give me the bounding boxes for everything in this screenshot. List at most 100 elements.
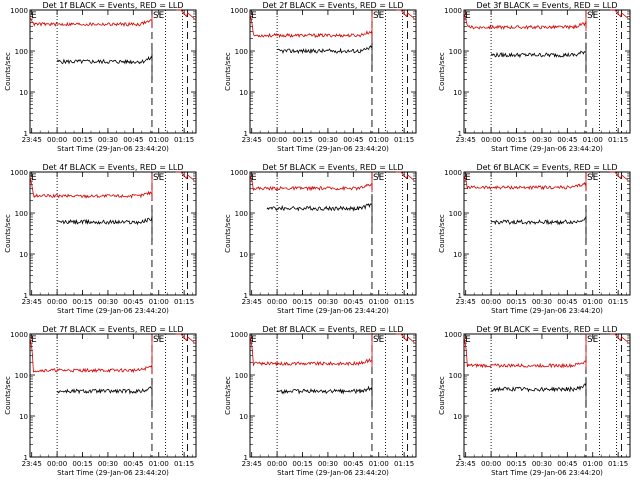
x-tick-label: 23:45 [242, 298, 262, 306]
y-tick-label: 1000 [230, 169, 248, 177]
segment-marker-se: SE [153, 11, 165, 21]
x-tick-label: 01:15 [608, 136, 628, 144]
segment-marker-e: E [31, 11, 37, 21]
x-tick-label: 00:30 [318, 298, 338, 306]
x-axis-label: Start Time (29-Jan-06 23:44:20) [491, 469, 603, 477]
x-tick-label: 01:15 [394, 460, 414, 468]
y-tick-label: 100 [15, 210, 28, 218]
y-tick-label: 1 [24, 130, 28, 138]
x-tick-label: 01:15 [174, 460, 194, 468]
y-tick-label: 100 [235, 372, 248, 380]
y-axis-label: Counts/sec [4, 52, 12, 91]
x-tick-label: 23:45 [456, 460, 476, 468]
y-axis-label: Counts/sec [224, 376, 232, 415]
x-tick-label: 01:00 [149, 136, 169, 144]
events-series-line [56, 209, 153, 241]
events-series-line [56, 379, 153, 410]
chart-panel-7: Det 7f BLACK = Events, RED = LLD 1 10 100 10… [4, 325, 197, 477]
plot-frame [29, 171, 197, 296]
y-tick-label: 10 [19, 413, 28, 421]
segment-marker-e: E [251, 335, 257, 345]
segment-marker-se: SE [373, 11, 385, 21]
segment-marker-se: SE [153, 335, 165, 345]
chart-panel-8: Det 8f BLACK = Events, RED = LLD 1 10 100 10… [224, 325, 417, 477]
lld-series-line [29, 14, 153, 29]
events-series-line [490, 42, 587, 74]
segment-marker-e: E [465, 335, 471, 345]
x-tick-label: 00:15 [292, 298, 312, 306]
x-tick-label: 01:00 [149, 460, 169, 468]
y-axis-label: Counts/sec [4, 214, 12, 253]
x-tick-label: 00:45 [343, 460, 363, 468]
lld-series-line [249, 332, 373, 368]
plot-frame [463, 171, 631, 296]
y-tick-label: 10 [19, 89, 28, 97]
x-tick-label: 00:30 [98, 136, 118, 144]
y-axis-label: Counts/sec [224, 214, 232, 253]
x-tick-label: 00:00 [267, 136, 287, 144]
x-axis-label: Start Time (29-Jan-06 23:44:20) [277, 145, 389, 153]
segment-marker-e: E [251, 173, 257, 183]
x-tick-label: 01:00 [369, 298, 389, 306]
y-tick-label: 1000 [10, 331, 28, 339]
x-tick-label: 00:15 [72, 298, 92, 306]
chart-title: Det 1f BLACK = Events, RED = LLD [42, 1, 183, 10]
plot-frame [463, 9, 631, 134]
x-tick-label: 01:15 [394, 136, 414, 144]
y-tick-label: 1 [24, 454, 28, 462]
y-tick-label: 1000 [444, 331, 462, 339]
chart-panel-6: Det 6f BLACK = Events, RED = LLD 1 10 100 10… [438, 163, 631, 315]
y-tick-label: 10 [19, 251, 28, 259]
chart-panel-9: Det 9f BLACK = Events, RED = LLD 1 10 100 10… [438, 325, 631, 477]
segment-marker-se: SE [587, 335, 599, 345]
x-tick-label: 00:00 [47, 460, 67, 468]
x-tick-label: 00:45 [557, 460, 577, 468]
x-tick-label: 00:30 [532, 460, 552, 468]
events-series-line [276, 379, 373, 410]
plot-frame [29, 9, 197, 134]
lld-series-line [249, 171, 373, 193]
y-tick-label: 100 [235, 48, 248, 56]
y-tick-label: 1000 [230, 7, 248, 15]
x-tick-label: 00:45 [343, 136, 363, 144]
y-tick-label: 10 [453, 413, 462, 421]
y-axis-label: Counts/sec [4, 376, 12, 415]
chart-panel-5: Det 5f BLACK = Events, RED = LLD 1 10 100 10… [224, 163, 417, 315]
x-axis-label: Start Time (29-Jan-06 23:44:20) [57, 145, 169, 153]
lld-series-line [249, 10, 373, 40]
x-axis-label: Start Time (29-Jan-06 23:44:20) [277, 307, 389, 315]
lld-flare-curve [395, 171, 415, 181]
x-tick-label: 23:45 [242, 460, 262, 468]
events-series-line [266, 196, 373, 227]
lld-flare-curve [395, 333, 415, 343]
x-tick-label: 00:15 [506, 298, 526, 306]
x-tick-label: 00:00 [267, 460, 287, 468]
chart-title: Det 6f BLACK = Events, RED = LLD [476, 163, 617, 172]
x-tick-label: 00:30 [532, 298, 552, 306]
x-tick-label: 00:00 [47, 298, 67, 306]
x-tick-label: 01:00 [583, 460, 603, 468]
segment-marker-se: SE [587, 173, 599, 183]
x-tick-label: 01:15 [394, 298, 414, 306]
x-tick-label: 00:45 [343, 298, 363, 306]
x-tick-label: 00:45 [557, 136, 577, 144]
chart-title: Det 5f BLACK = Events, RED = LLD [262, 163, 403, 172]
x-tick-label: 00:45 [557, 298, 577, 306]
lld-flare-curve [175, 9, 195, 19]
y-tick-label: 100 [235, 210, 248, 218]
x-tick-label: 00:30 [98, 460, 118, 468]
chart-panel-3: Det 3f BLACK = Events, RED = LLD 1 10 100 10… [438, 1, 631, 153]
x-tick-label: 00:15 [506, 460, 526, 468]
x-tick-label: 01:00 [149, 298, 169, 306]
y-tick-label: 100 [15, 372, 28, 380]
plot-frame [249, 171, 417, 296]
x-tick-label: 01:00 [369, 136, 389, 144]
x-tick-label: 23:45 [456, 136, 476, 144]
x-tick-label: 23:45 [242, 136, 262, 144]
x-tick-label: 00:00 [47, 136, 67, 144]
x-tick-label: 00:45 [123, 298, 143, 306]
x-tick-label: 00:15 [506, 136, 526, 144]
chart-title: Det 4f BLACK = Events, RED = LLD [42, 163, 183, 172]
y-tick-label: 100 [449, 210, 462, 218]
